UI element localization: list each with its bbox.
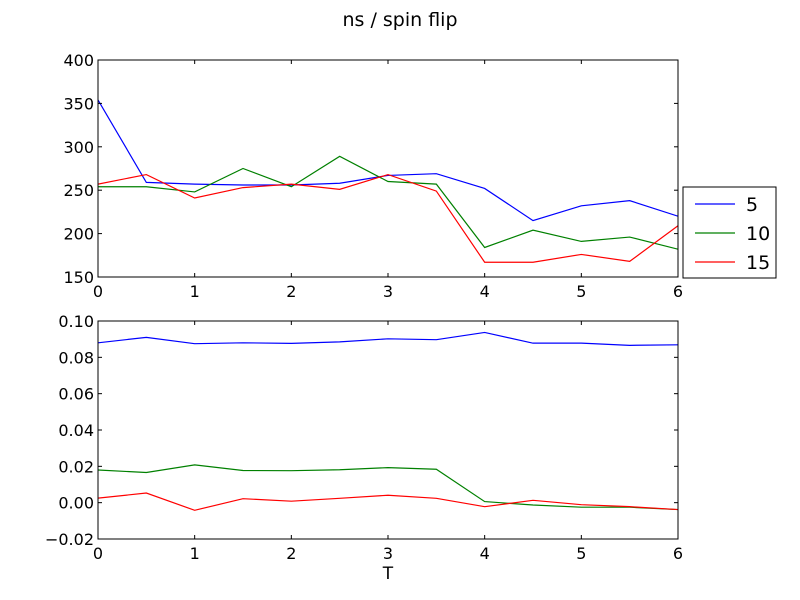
x-tick-label: 6 bbox=[673, 544, 683, 563]
x-tick-label: 6 bbox=[673, 282, 683, 301]
series-line-5 bbox=[98, 331, 678, 346]
y-tick-label: 0.08 bbox=[58, 348, 94, 367]
x-tick-label: 4 bbox=[480, 282, 490, 301]
series-line-10 bbox=[98, 464, 678, 511]
y-tick-label: 300 bbox=[63, 138, 94, 157]
legend-label-5: 5 bbox=[746, 194, 758, 216]
legend: 5 10 15 bbox=[682, 186, 777, 279]
x-tick-label: 3 bbox=[383, 282, 393, 301]
y-tick-label: 400 bbox=[63, 51, 94, 70]
x-tick-label: 0 bbox=[93, 544, 103, 563]
x-tick-label: 1 bbox=[190, 282, 200, 301]
x-tick-label: 2 bbox=[286, 282, 296, 301]
panel-1: 0 1 2 3 4 5 6 150 200 250 300 350 400 bbox=[63, 51, 683, 301]
x-tick-label: 3 bbox=[383, 544, 393, 563]
y-tick-label: 0.02 bbox=[58, 457, 94, 476]
series-line-15 bbox=[98, 173, 678, 263]
x-tick-label: 2 bbox=[286, 544, 296, 563]
x-axis-label: T bbox=[382, 564, 394, 584]
series-line-10 bbox=[98, 155, 678, 250]
y-tick-label: 0.10 bbox=[58, 312, 94, 331]
x-tick-label: 1 bbox=[190, 544, 200, 563]
chart-title: ns / spin flip bbox=[342, 9, 457, 31]
y-tick-label: 200 bbox=[63, 225, 94, 244]
x-tick-label: 5 bbox=[576, 282, 586, 301]
y-tick-label: 0.00 bbox=[58, 494, 94, 513]
legend-label-10: 10 bbox=[746, 223, 770, 245]
y-tick-label: −0.02 bbox=[45, 530, 94, 549]
y-tick-label: 250 bbox=[63, 181, 94, 200]
plot-panels: 0 1 2 3 4 5 6 150 200 250 300 350 400 0 1 2 3 4 5 6 −0.02 0.0… bbox=[45, 51, 683, 584]
legend-label-15: 15 bbox=[746, 252, 770, 274]
series-line-5 bbox=[98, 99, 678, 222]
panel-2: 0 1 2 3 4 5 6 −0.02 0.00 0.02 0.04 0.06 0.08 0.10 T bbox=[45, 312, 683, 584]
y-tick-label: 0.04 bbox=[58, 421, 94, 440]
x-tick-label: 0 bbox=[93, 282, 103, 301]
y-tick-label: 350 bbox=[63, 94, 94, 113]
x-tick-label: 5 bbox=[576, 544, 586, 563]
y-tick-label: 0.06 bbox=[58, 385, 94, 404]
x-tick-label: 4 bbox=[480, 544, 490, 563]
y-tick-label: 150 bbox=[63, 268, 94, 287]
series-line-15 bbox=[98, 492, 678, 511]
